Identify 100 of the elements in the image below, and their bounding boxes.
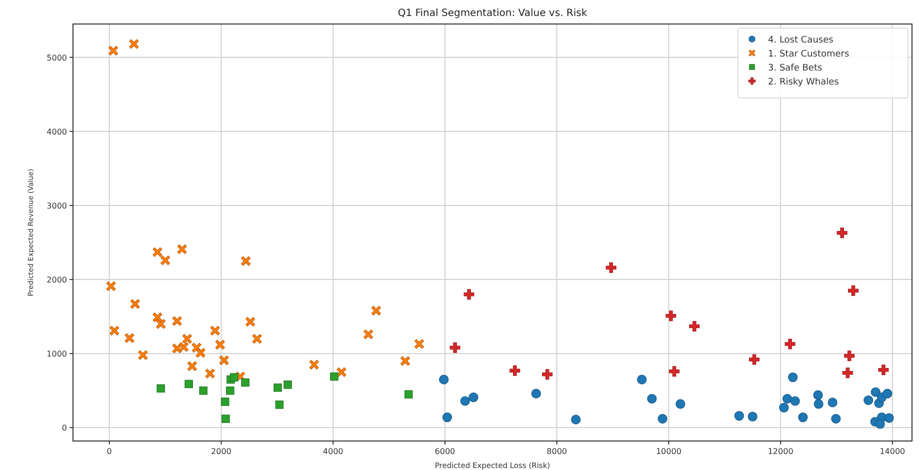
point <box>156 319 166 329</box>
point <box>129 39 139 49</box>
point <box>414 339 424 349</box>
point <box>464 289 474 300</box>
point <box>222 414 230 423</box>
point <box>468 392 478 402</box>
y-tick-label: 0 <box>62 424 67 433</box>
point <box>450 342 460 353</box>
point <box>182 334 192 344</box>
point <box>666 310 676 322</box>
point <box>330 372 338 381</box>
point <box>814 399 824 409</box>
point <box>184 380 193 388</box>
point <box>884 413 894 423</box>
point <box>284 380 292 389</box>
point <box>221 398 230 406</box>
point <box>734 411 744 421</box>
point <box>246 316 256 327</box>
point <box>749 354 760 365</box>
point <box>205 368 215 378</box>
point <box>784 338 796 350</box>
y-tick-label: 3000 <box>46 201 67 210</box>
legend-label: 4. Lost Causes <box>768 36 834 46</box>
legend-label: 2. Risky Whales <box>768 78 840 88</box>
point <box>196 348 206 358</box>
point <box>798 412 808 422</box>
point <box>831 414 841 424</box>
y-tick-label: 4000 <box>46 127 67 136</box>
point <box>658 414 668 424</box>
point <box>400 356 410 366</box>
point <box>215 340 225 350</box>
point <box>606 262 616 273</box>
point <box>404 390 413 398</box>
chart-title: Q1 Final Segmentation: Value vs. Risk <box>398 8 588 19</box>
point <box>210 326 220 336</box>
point <box>152 247 162 257</box>
point <box>813 390 823 400</box>
point <box>172 344 182 354</box>
point <box>152 312 162 322</box>
point <box>364 330 374 340</box>
point <box>676 399 686 409</box>
point <box>108 46 118 56</box>
point <box>274 384 282 392</box>
point <box>848 285 859 296</box>
point <box>187 361 197 371</box>
point <box>371 306 381 316</box>
point <box>460 396 470 406</box>
point <box>748 412 758 422</box>
point <box>875 419 885 429</box>
point <box>864 395 874 406</box>
point <box>878 364 889 376</box>
point <box>637 374 647 384</box>
point <box>199 386 208 395</box>
point <box>571 414 581 424</box>
point <box>130 299 140 309</box>
point <box>160 255 170 266</box>
x-tick-label: 0 <box>106 447 112 456</box>
point <box>226 386 234 395</box>
x-tick-label: 12000 <box>768 447 794 456</box>
point <box>252 334 262 344</box>
point <box>442 412 452 422</box>
point <box>124 333 134 343</box>
point <box>669 366 680 377</box>
point <box>138 350 148 360</box>
point <box>177 244 187 254</box>
point <box>309 360 319 370</box>
point <box>106 281 116 291</box>
point <box>647 394 657 404</box>
point <box>275 400 284 409</box>
point <box>336 367 346 377</box>
legend-label: 1. Star Customers <box>768 50 850 60</box>
y-tick-label: 5000 <box>46 53 67 62</box>
point <box>844 350 855 362</box>
x-tick-label: 6000 <box>434 447 456 456</box>
point <box>836 228 848 238</box>
y-tick-label: 2000 <box>46 276 67 285</box>
point <box>241 378 250 387</box>
y-tick-label: 1000 <box>46 350 67 359</box>
point <box>531 388 541 398</box>
point <box>788 372 798 382</box>
point <box>510 365 520 376</box>
point <box>542 369 553 380</box>
point <box>790 396 800 406</box>
point <box>782 394 792 404</box>
point <box>870 387 880 397</box>
point <box>110 326 120 336</box>
point <box>842 368 853 378</box>
legend-label: 3. Safe Bets <box>768 64 822 74</box>
x-tick-label: 14000 <box>880 447 906 456</box>
point <box>241 256 251 266</box>
x-tick-label: 10000 <box>656 447 682 456</box>
point <box>828 398 838 408</box>
point <box>172 316 182 326</box>
point <box>779 402 789 412</box>
point <box>178 342 189 352</box>
point <box>156 384 165 393</box>
point <box>882 388 892 398</box>
x-tick-label: 8000 <box>546 447 568 456</box>
point <box>219 355 229 366</box>
point <box>230 373 238 382</box>
